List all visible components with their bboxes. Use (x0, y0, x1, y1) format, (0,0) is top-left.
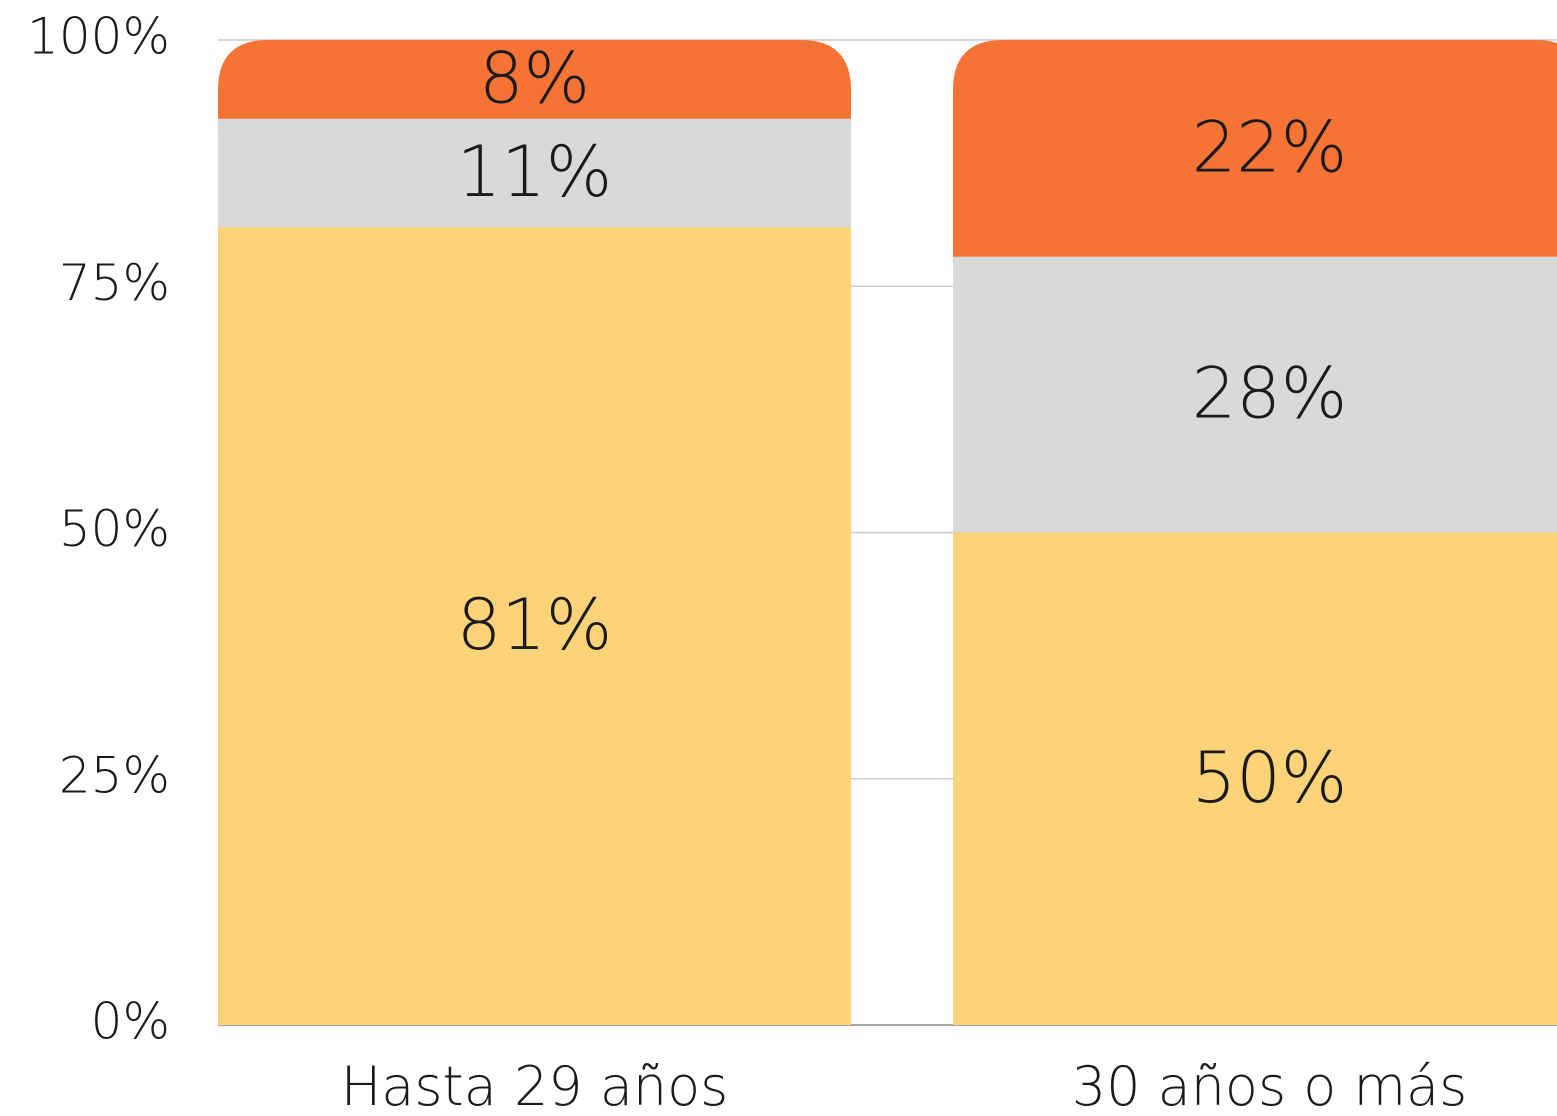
y-tick-label: 75% (59, 254, 170, 312)
value-label: 50% (1192, 737, 1348, 819)
y-tick-label: 0% (91, 993, 170, 1051)
y-tick-label: 100% (27, 8, 170, 66)
value-label: 11% (457, 131, 613, 213)
y-tick-label: 25% (59, 746, 170, 804)
bar-segment (953, 256, 1557, 533)
x-tick-label: 30 años o más (1072, 1055, 1468, 1116)
value-label: 22% (1192, 106, 1348, 188)
bar-segment (218, 227, 851, 1025)
value-label: 8% (479, 37, 590, 119)
y-tick-label: 50% (59, 500, 170, 558)
bar-segment (953, 532, 1557, 1025)
x-tick-label: Hasta 29 años (341, 1055, 729, 1116)
value-label: 28% (1192, 353, 1348, 435)
bar-segment (953, 40, 1557, 257)
bar-segment (218, 40, 851, 119)
bar-segment (218, 118, 851, 228)
value-label: 81% (457, 584, 613, 666)
